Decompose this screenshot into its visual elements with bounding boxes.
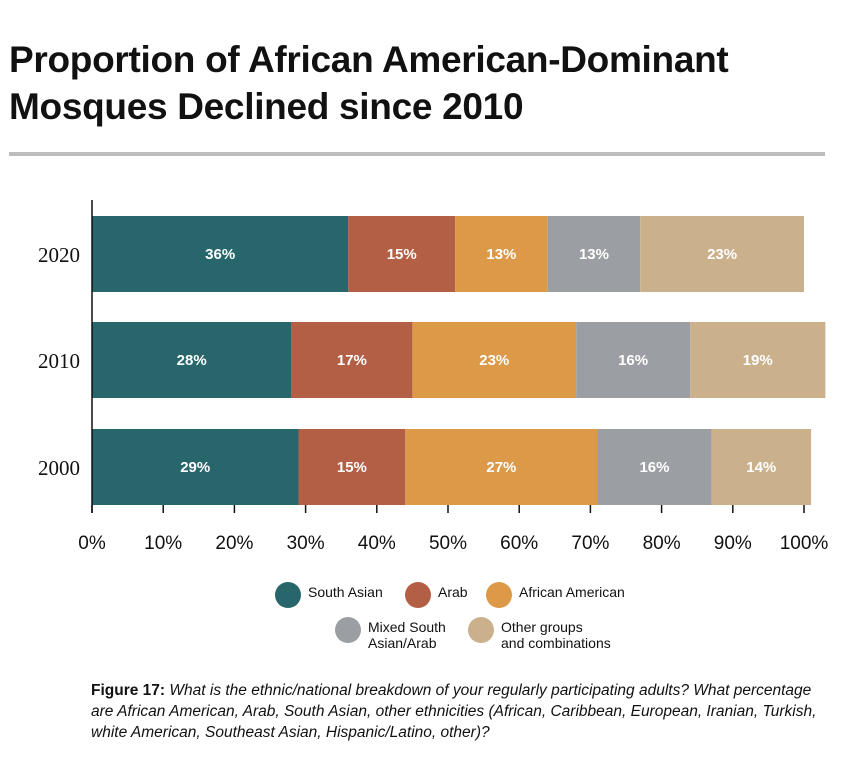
data-label-2000-mixed-south-asian-arab: 16% xyxy=(639,459,669,476)
legend-swatch-mixed-south-asian-arab xyxy=(335,617,361,643)
legend-label-african-american: African American xyxy=(519,584,625,600)
bar-2010-mixed-south-asian-arab xyxy=(576,322,691,398)
legend-label-arab: Arab xyxy=(438,584,468,600)
x-tick-label-50: 50% xyxy=(429,533,467,554)
legend-item-south-asian: South Asian xyxy=(275,582,383,608)
chart-title: Proportion of African American-Dominant … xyxy=(9,39,729,127)
data-label-2010-african-american: 23% xyxy=(479,352,509,369)
legend-swatch-other-groups-and-combinations xyxy=(468,617,494,643)
bar-labels-layer: 36% 15% 13% 13% 23% 28% 17% 23% 16% 19% 29% 15% 27% 1… xyxy=(177,246,777,476)
legend: South Asian Arab African American Mixed Sou… xyxy=(0,575,850,660)
stacked-bar-chart: 36% 15% 13% 13% 23% 28% 17% 23% 16% 19% 29% 15% 27% 1… xyxy=(38,200,828,554)
legend-label-other-groups-and-combinations: Other groups and combinations xyxy=(501,619,611,651)
x-tick-label-20: 20% xyxy=(215,533,253,554)
bar-2020-south-asian xyxy=(92,216,349,292)
data-label-2020-other-groups-and-combinations: 23% xyxy=(707,246,737,263)
category-label-2000: 2000 xyxy=(38,456,80,480)
bar-2020-mixed-south-asian-arab xyxy=(547,216,641,292)
data-label-2000-african-american: 27% xyxy=(486,459,516,476)
legend-swatch-african-american xyxy=(486,582,512,608)
data-label-2000-arab: 15% xyxy=(337,459,367,476)
category-label-2020: 2020 xyxy=(38,243,80,267)
bar-2010-african-american xyxy=(412,322,577,398)
bar-2000-other-groups-and-combinations xyxy=(711,429,812,505)
x-tick-label-80: 80% xyxy=(643,533,681,554)
data-label-2020-south-asian: 36% xyxy=(205,246,235,263)
x-tick-label-90: 90% xyxy=(714,533,752,554)
x-tick-label-30: 30% xyxy=(287,533,325,554)
bar-2010-other-groups-and-combinations xyxy=(690,322,826,398)
data-label-2020-mixed-south-asian-arab: 13% xyxy=(579,246,609,263)
data-label-2010-arab: 17% xyxy=(337,352,367,369)
data-label-2000-other-groups-and-combinations: 14% xyxy=(746,459,776,476)
data-label-2010-mixed-south-asian-arab: 16% xyxy=(618,352,648,369)
bar-2000-mixed-south-asian-arab xyxy=(597,429,712,505)
data-label-2010-south-asian: 28% xyxy=(177,352,207,369)
bar-2020-african-american xyxy=(455,216,548,292)
data-label-2020-arab: 15% xyxy=(387,246,417,263)
data-label-2000-south-asian: 29% xyxy=(180,459,210,476)
legend-item-other-groups-and-combinations: Other groups and combinations xyxy=(468,617,611,651)
x-tick-label-70: 70% xyxy=(571,533,609,554)
x-tick-label-10: 10% xyxy=(144,533,182,554)
legend-label-south-asian: South Asian xyxy=(308,584,383,600)
legend-swatch-south-asian xyxy=(275,582,301,608)
legend-item-arab: Arab xyxy=(405,582,468,608)
axes-layer: 2020 2010 2000 0% 10% 20% 30% 40% 50% 60% 70% 80% 90… xyxy=(38,200,828,554)
category-label-2010: 2010 xyxy=(38,349,80,373)
bar-2020-other-groups-and-combinations xyxy=(640,216,804,292)
x-tick-label-60: 60% xyxy=(500,533,538,554)
x-tick-label-40: 40% xyxy=(358,533,396,554)
legend-swatch-arab xyxy=(405,582,431,608)
bar-2020-arab xyxy=(348,216,456,292)
caption-text: What is the ethnic/national breakdown of… xyxy=(91,682,817,741)
legend-item-african-american: African American xyxy=(486,582,625,608)
bars-layer xyxy=(92,216,826,505)
x-tick-label-100: 100% xyxy=(780,533,829,554)
bar-2000-arab xyxy=(298,429,406,505)
x-tick-label-0: 0% xyxy=(78,533,106,554)
bar-2000-african-american xyxy=(405,429,598,505)
legend-item-mixed-south-asian-arab: Mixed South Asian/Arab xyxy=(335,617,446,651)
figure-caption: Figure 17: What is the ethnic/national b… xyxy=(91,680,831,743)
bar-2010-arab xyxy=(291,322,413,398)
data-label-2010-other-groups-and-combinations: 19% xyxy=(743,352,773,369)
legend-label-mixed-south-asian-arab: Mixed South Asian/Arab xyxy=(368,619,446,651)
title-divider xyxy=(9,152,825,156)
caption-label: Figure 17: xyxy=(91,682,166,699)
data-label-2020-african-american: 13% xyxy=(486,246,516,263)
bar-2000-south-asian xyxy=(92,429,299,505)
bar-2010-south-asian xyxy=(92,322,292,398)
